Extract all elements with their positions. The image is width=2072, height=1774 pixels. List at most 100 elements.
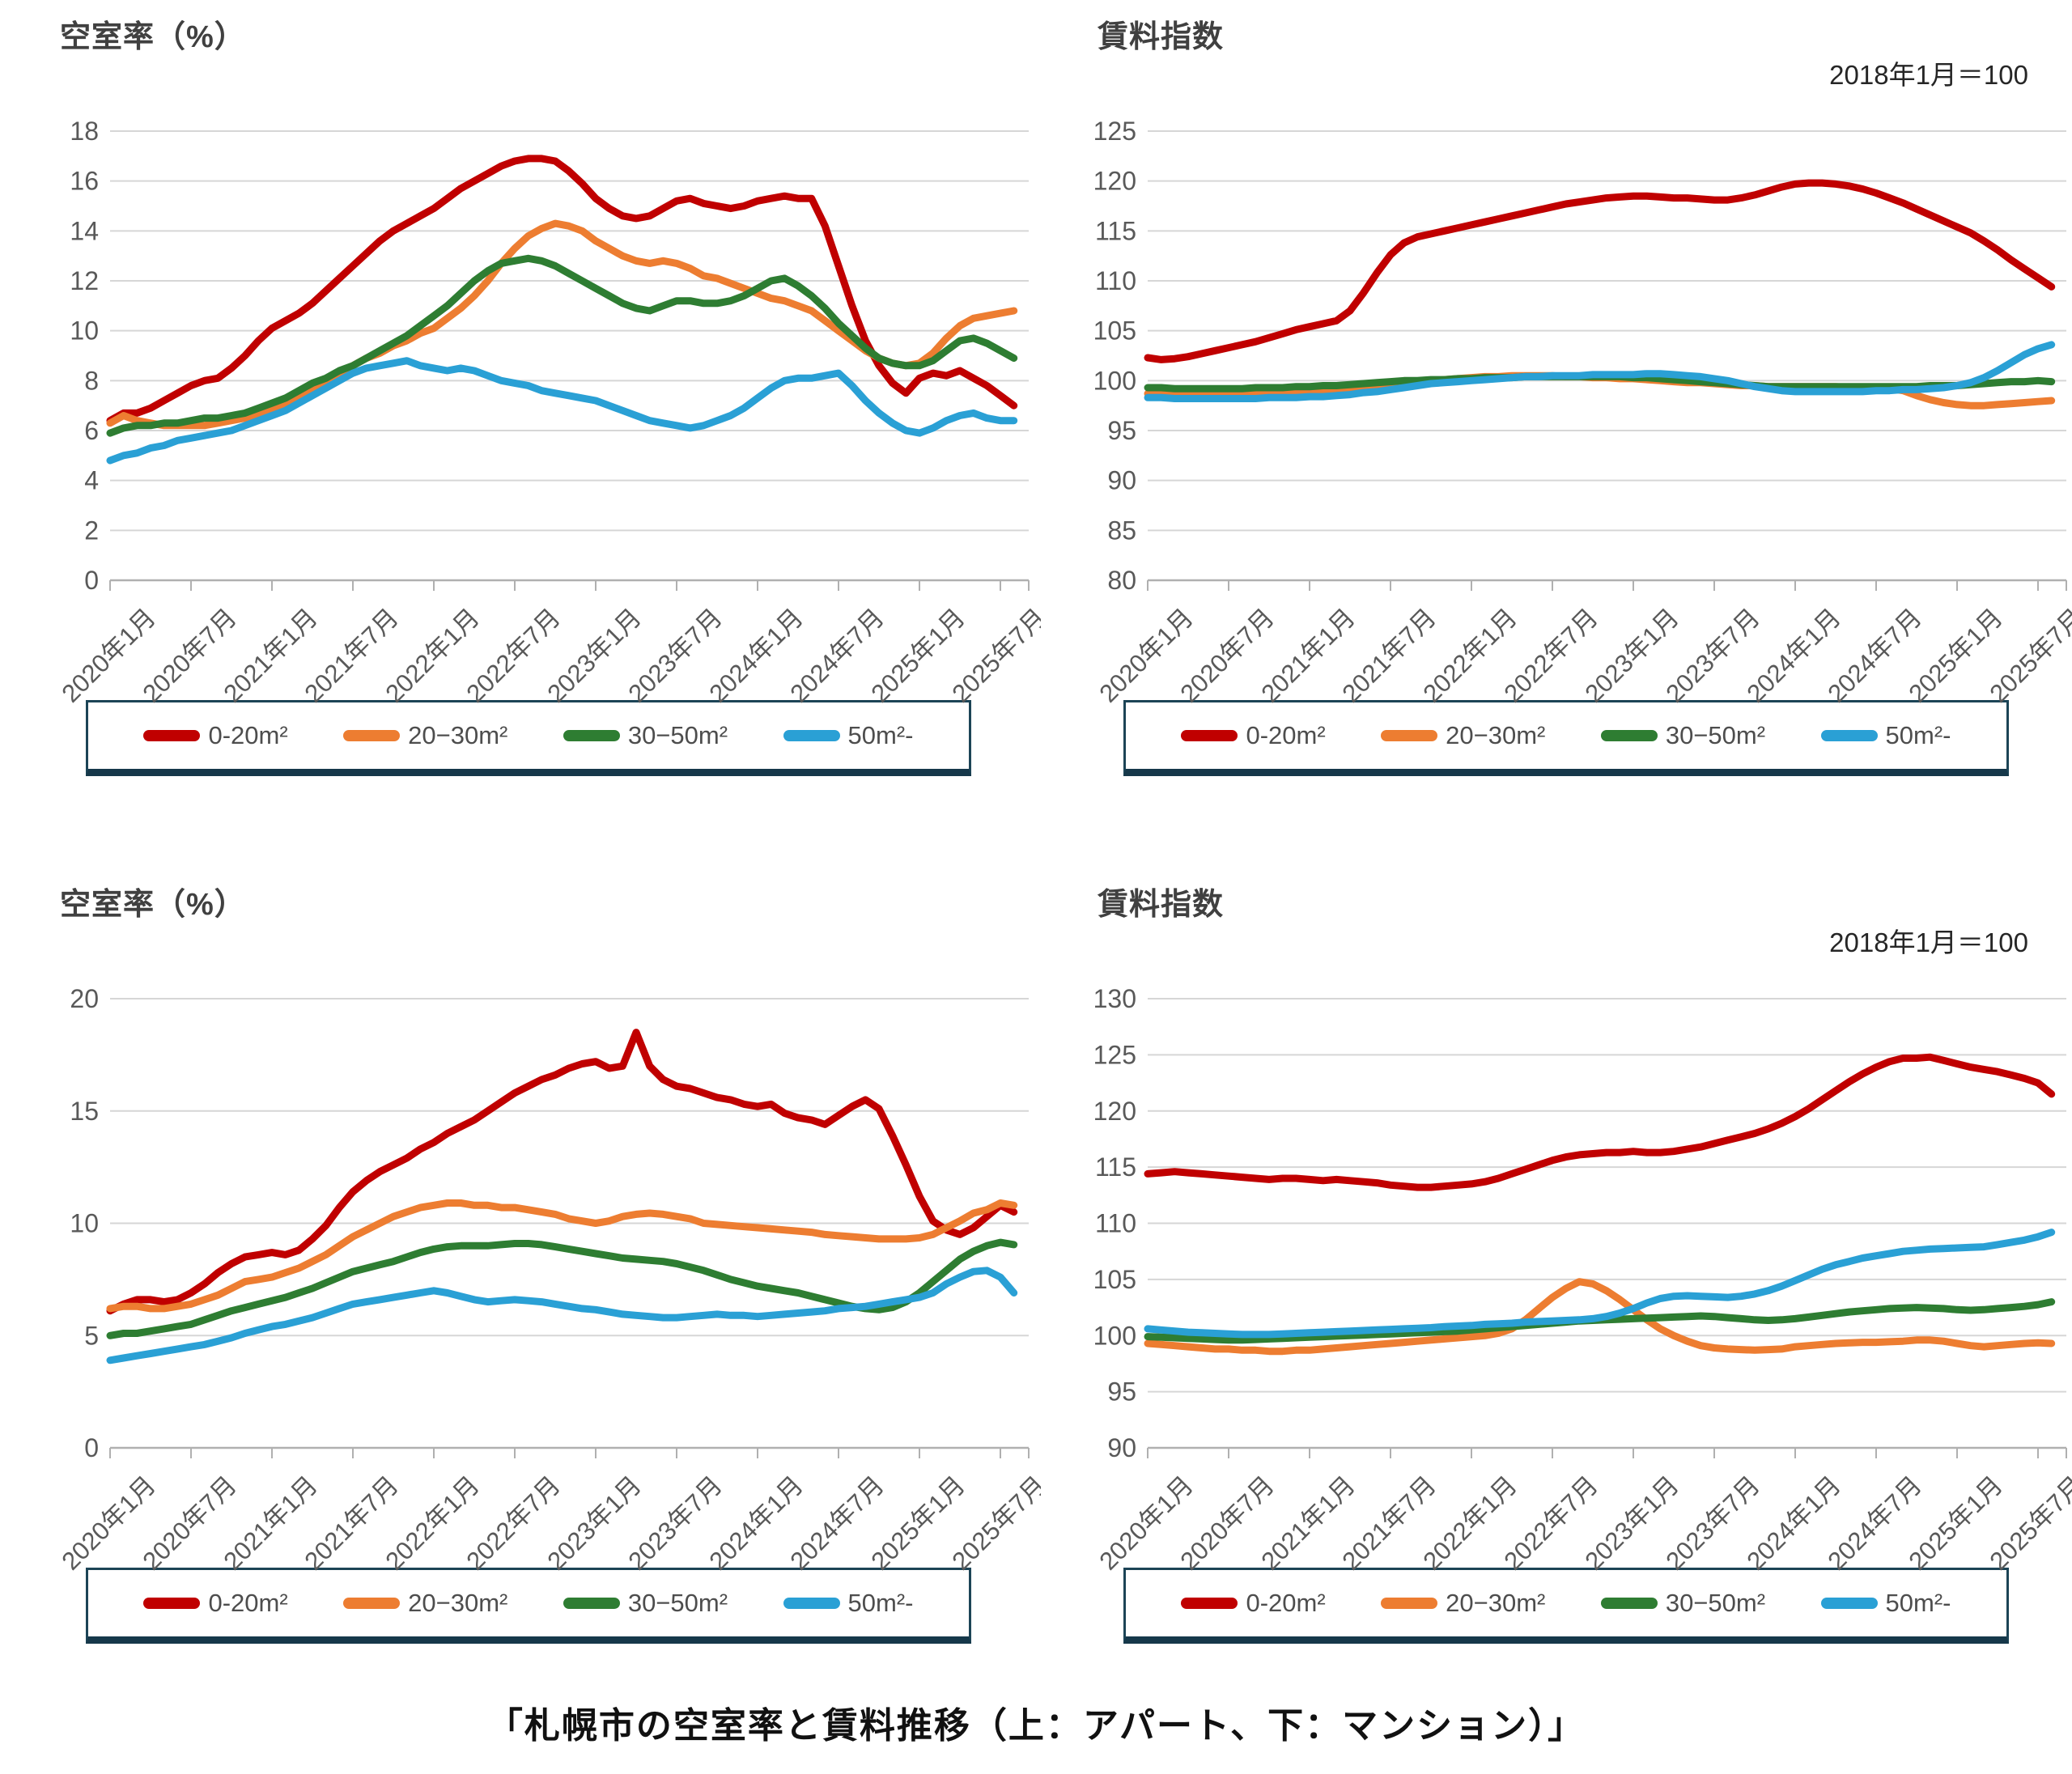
y-axis-label: 100 <box>1093 366 1136 395</box>
series-line-red <box>1144 1053 2056 1191</box>
y-axis-label: 125 <box>1093 117 1136 146</box>
y-axis-label: 10 <box>70 316 99 346</box>
legend-label: 0-20m² <box>1246 721 1326 749</box>
series-swatch-red <box>143 1598 201 1609</box>
y-axis-label: 105 <box>1093 1265 1136 1294</box>
series-swatch-blue <box>783 730 840 741</box>
y-axis-label: 115 <box>1095 1152 1136 1182</box>
series-line-red <box>1144 179 2056 363</box>
legend-label: 20−30m² <box>408 721 508 749</box>
legend-label: 20−30m² <box>1446 1589 1546 1617</box>
series-line-blue <box>106 357 1018 465</box>
condo-vacancy-panel: 空室率（%） 0 5 10 15 20 2020年1月 2020年7月 2021年1月 2021… <box>29 879 1041 1688</box>
y-axis-label: 115 <box>1095 216 1136 245</box>
condo-rent-index-panel: 賃料指数 2018年1月＝100 90 95 100 105 110 115 120 125 1… <box>1067 879 2072 1688</box>
legend-item: 20−30m² <box>343 1589 507 1618</box>
y-axis-label: 95 <box>1107 1377 1136 1407</box>
legend-item: 0-20m² <box>1181 1589 1326 1618</box>
series-line-orange <box>106 1199 1018 1313</box>
legend-label: 50m²- <box>1885 721 1951 749</box>
legend-item: 30−50m² <box>563 721 728 750</box>
legend-label: 0-20m² <box>1246 1589 1326 1617</box>
apartment-vacancy-chart: 0246810121416182020年1月2020年7月2021年1月2021… <box>56 117 1041 708</box>
legend: 0-20m² 20−30m² 30−50m² 50m²- <box>1123 1568 2009 1644</box>
y-axis-label: 90 <box>1107 1433 1136 1462</box>
legend: 0-20m² 20−30m² 30−50m² 50m²- <box>1123 700 2009 776</box>
series-swatch-green <box>563 1598 620 1609</box>
condo-vacancy-chart: 051015202020年1月2020年7月2021年1月2021年7月2022… <box>56 984 1041 1576</box>
y-axis-label: 110 <box>1095 1209 1136 1238</box>
legend-item: 50m²- <box>1820 721 1951 750</box>
y-axis-label: 90 <box>1107 466 1136 495</box>
series-swatch-blue <box>1820 1598 1878 1609</box>
legend-label: 50m²- <box>847 721 914 749</box>
y-axis-label: 110 <box>1095 266 1136 295</box>
y-axis-label: 20 <box>70 984 99 1013</box>
y-axis-label: 85 <box>1107 516 1136 545</box>
legend: 0-20m² 20−30m² 30−50m² 50m²- <box>86 1568 971 1644</box>
legend-item: 0-20m² <box>1181 721 1326 750</box>
legend-label: 20−30m² <box>408 1589 508 1617</box>
legend-item: 20−30m² <box>1381 721 1545 750</box>
legend-item: 30−50m² <box>1600 1589 1766 1618</box>
legend-label: 0-20m² <box>208 721 288 749</box>
legend-label: 50m²- <box>847 1589 914 1617</box>
y-axis-label: 5 <box>84 1321 99 1350</box>
legend-label: 20−30m² <box>1446 721 1546 749</box>
legend-item: 30−50m² <box>1600 721 1765 750</box>
series-swatch-green <box>1600 1598 1658 1609</box>
series-swatch-orange <box>343 730 401 741</box>
y-axis-label: 18 <box>70 117 99 146</box>
legend-item: 20−30m² <box>343 721 507 750</box>
legend-label: 30−50m² <box>1665 1589 1766 1617</box>
index-base-note: 2018年1月＝100 <box>1829 60 2028 90</box>
legend-label: 0-20m² <box>208 1589 288 1617</box>
y-axis-label: 105 <box>1093 316 1136 346</box>
y-axis-label: 12 <box>70 266 99 295</box>
y-axis-label: 0 <box>84 566 99 595</box>
legend-item: 20−30m² <box>1381 1589 1545 1618</box>
series-swatch-blue <box>1820 730 1878 741</box>
y-axis-label: 4 <box>84 466 99 495</box>
legend-item: 0-20m² <box>143 1589 288 1618</box>
legend: 0-20m² 20−30m² 30−50m² 50m²- <box>86 700 971 776</box>
apartment-rent-index-chart: 808590951001051101151201252020年1月2020年7月… <box>1093 117 2072 708</box>
legend-label: 50m²- <box>1885 1589 1951 1617</box>
y-axis-label: 2 <box>84 516 99 545</box>
apartment-vacancy-panel: 空室率（%） 0 2 4 6 8 10 12 14 16 18 2020年1月 2020年7月 2021… <box>29 11 1041 821</box>
chart-title: 賃料指数 <box>1098 20 1225 54</box>
series-line-orange <box>1144 1278 2056 1356</box>
figure-caption: 「札幌市の空室率と賃料推移（上：アパート、下：マンション）」 <box>486 1706 1586 1746</box>
y-axis-label: 130 <box>1093 984 1136 1013</box>
series-swatch-red <box>1181 730 1238 741</box>
legend-item: 0-20m² <box>143 721 288 750</box>
y-axis-label: 16 <box>70 167 99 196</box>
y-axis-label: 15 <box>70 1097 99 1126</box>
y-axis-label: 10 <box>70 1209 99 1238</box>
apartment-rent-index-panel: 賃料指数 2018年1月＝100 80 85 90 95 100 105 110 115 120… <box>1067 11 2072 821</box>
chart-title: 空室率（%） <box>60 888 246 922</box>
legend-item: 30−50m² <box>563 1589 728 1618</box>
legend-item: 50m²- <box>783 1589 914 1618</box>
series-swatch-orange <box>1381 1598 1438 1609</box>
y-axis-label: 120 <box>1093 1097 1136 1126</box>
legend-label: 30−50m² <box>627 1589 728 1617</box>
y-axis-label: 95 <box>1107 416 1136 445</box>
legend-label: 30−50m² <box>627 721 728 749</box>
series-line-red <box>106 155 1018 425</box>
y-axis-label: 80 <box>1107 566 1136 595</box>
series-line-blue <box>106 1267 1018 1364</box>
chart-title: 空室率（%） <box>60 20 246 54</box>
series-swatch-red <box>143 730 201 741</box>
y-axis-label: 14 <box>70 216 99 245</box>
series-line-green <box>106 254 1018 437</box>
y-axis-label: 6 <box>84 416 99 445</box>
legend-item: 50m²- <box>1820 1589 1951 1618</box>
series-line-blue <box>1144 341 2056 402</box>
series-swatch-orange <box>1381 730 1438 741</box>
series-swatch-blue <box>783 1598 840 1609</box>
y-axis-label: 125 <box>1093 1040 1136 1069</box>
series-swatch-orange <box>343 1598 401 1609</box>
y-axis-label: 120 <box>1093 167 1136 196</box>
series-swatch-red <box>1181 1598 1238 1609</box>
